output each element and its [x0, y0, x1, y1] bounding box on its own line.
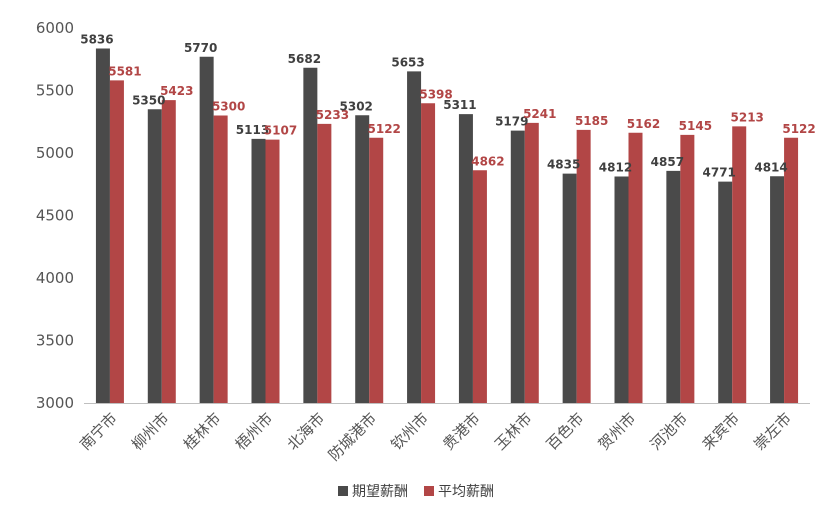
bars	[95, 48, 799, 403]
data-label-average-salary: 4862	[471, 154, 504, 168]
x-category-label: 北海市	[284, 409, 329, 454]
x-category-label: 南宁市	[76, 409, 121, 454]
bar-average-salary	[265, 139, 280, 403]
data-label-expected-salary: 4812	[599, 161, 632, 175]
data-label-expected-salary: 5302	[340, 99, 373, 113]
data-label-average-salary: 5122	[782, 122, 815, 136]
x-category-label: 贺州市	[595, 409, 640, 454]
x-category-label: 柳州市	[128, 409, 173, 454]
data-label-expected-salary: 4814	[754, 160, 787, 174]
bar-expected-salary	[251, 138, 266, 403]
data-label-average-salary: 5398	[419, 87, 452, 101]
bar-expected-salary	[147, 109, 162, 403]
bar-expected-salary	[303, 67, 318, 403]
legend-label-average-salary: 平均薪酬	[438, 484, 494, 500]
x-category-label: 来宾市	[698, 409, 743, 454]
x-category-label: 河池市	[647, 409, 692, 454]
bar-expected-salary	[510, 130, 525, 403]
x-category-label: 钦州市	[387, 409, 432, 454]
data-label-average-salary: 5581	[108, 64, 141, 78]
bar-average-salary	[524, 122, 539, 403]
bar-average-salary	[472, 170, 487, 403]
bar-average-salary	[628, 132, 643, 403]
bar-average-salary	[317, 123, 332, 403]
x-category-label: 百色市	[543, 409, 588, 454]
data-label-expected-salary: 4771	[703, 166, 736, 180]
bar-expected-salary	[562, 173, 577, 403]
x-category-label: 桂林市	[180, 409, 225, 454]
data-label-average-salary: 5145	[679, 119, 712, 133]
y-tick-label: 3000	[36, 394, 74, 412]
y-axis-ticks: 3000 3500 4000 4500 5000 5500 6000	[36, 19, 74, 412]
data-label-expected-salary: 4857	[651, 155, 684, 169]
legend-swatch-expected-salary	[338, 486, 348, 496]
data-label-average-salary: 5300	[212, 100, 245, 114]
data-label-expected-salary: 5179	[495, 115, 528, 129]
bar-average-salary	[421, 103, 436, 403]
data-label-expected-salary: 5770	[184, 41, 217, 55]
bar-expected-salary	[614, 176, 629, 403]
y-tick-label: 5000	[36, 144, 74, 162]
bar-average-salary	[161, 100, 176, 403]
x-category-label: 防城港市	[325, 409, 380, 464]
y-tick-label: 3500	[36, 332, 74, 350]
bar-average-salary	[369, 137, 384, 403]
data-label-average-salary: 5162	[627, 117, 660, 131]
data-label-average-salary: 5233	[316, 108, 349, 122]
data-label-average-salary: 5423	[160, 84, 193, 98]
data-label-average-salary: 5185	[575, 114, 608, 128]
bar-average-salary	[732, 126, 747, 403]
bar-average-salary	[784, 137, 799, 403]
data-label-expected-salary: 5682	[288, 52, 321, 66]
data-label-expected-salary: 5836	[80, 33, 113, 47]
bar-average-salary	[576, 129, 591, 403]
bar-expected-salary	[95, 48, 110, 403]
bar-expected-salary	[199, 56, 214, 403]
data-label-average-salary: 5241	[523, 107, 556, 121]
x-category-label: 梧州市	[232, 409, 277, 454]
data-label-expected-salary: 5311	[443, 98, 476, 112]
data-label-expected-salary: 5350	[132, 93, 165, 107]
legend: 期望薪酬 平均薪酬	[338, 484, 494, 500]
data-label-expected-salary: 4835	[547, 158, 580, 172]
y-tick-label: 4500	[36, 207, 74, 225]
x-category-label: 贵港市	[439, 409, 484, 454]
bar-expected-salary	[407, 71, 422, 403]
legend-swatch-average-salary	[424, 486, 434, 496]
bar-expected-salary	[666, 170, 681, 403]
bar-expected-salary	[355, 115, 370, 403]
y-tick-label: 4000	[36, 269, 74, 287]
legend-label-expected-salary: 期望薪酬	[352, 484, 408, 500]
x-category-label: 玉林市	[491, 409, 536, 454]
data-label-expected-salary: 5113	[236, 123, 269, 137]
bar-average-salary	[680, 134, 695, 403]
bar-average-salary	[213, 115, 228, 403]
x-category-label: 崇左市	[750, 409, 795, 454]
bar-expected-salary	[718, 181, 733, 403]
bar-average-salary	[109, 80, 124, 403]
data-label-average-salary: 5107	[264, 124, 297, 138]
data-label-average-salary: 5213	[731, 110, 764, 124]
bar-expected-salary	[458, 114, 473, 403]
data-label-average-salary: 5122	[368, 122, 401, 136]
y-tick-label: 5500	[36, 82, 74, 100]
data-label-expected-salary: 5653	[391, 55, 424, 69]
y-tick-label: 6000	[36, 19, 74, 37]
bar-expected-salary	[770, 176, 785, 403]
